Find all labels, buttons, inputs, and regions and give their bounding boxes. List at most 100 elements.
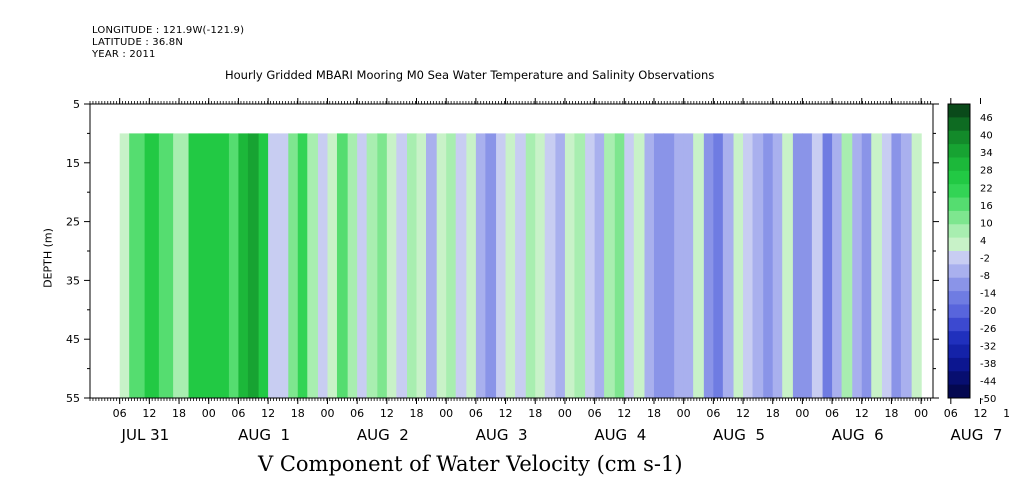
colorbar-label: 4 bbox=[980, 236, 986, 247]
heatmap-cell bbox=[446, 133, 457, 398]
x-day-label: AUG 7 bbox=[951, 426, 1003, 444]
colorbar-label: 10 bbox=[980, 218, 993, 229]
colorbar-label: -32 bbox=[980, 341, 996, 352]
heatmap-cell bbox=[129, 133, 146, 398]
heatmap-cell bbox=[852, 133, 863, 398]
colorbar-label: -26 bbox=[980, 324, 996, 335]
x-day-label: JUL 31 bbox=[121, 426, 170, 444]
heatmap-cell bbox=[466, 133, 477, 398]
heatmap-cell bbox=[585, 133, 596, 398]
heatmap-cell bbox=[891, 133, 902, 398]
colorbar-swatch bbox=[948, 224, 970, 239]
heatmap-cell bbox=[911, 133, 922, 398]
colorbar-swatch bbox=[948, 384, 970, 399]
x-hour-label: 18 bbox=[647, 407, 661, 420]
colorbar-label: -38 bbox=[980, 359, 996, 370]
heatmap-cell bbox=[396, 133, 408, 398]
colorbar-label: 46 bbox=[980, 113, 993, 124]
colorbar-swatch bbox=[948, 197, 970, 212]
heatmap-cell bbox=[407, 133, 418, 398]
x-hour-label: 12 bbox=[499, 407, 513, 420]
x-hour-label: 06 bbox=[469, 407, 483, 420]
x-hour-label: 06 bbox=[825, 407, 839, 420]
colorbar-label: -8 bbox=[980, 271, 990, 282]
heatmap-cell bbox=[881, 133, 893, 398]
colorbar-frame bbox=[947, 103, 971, 399]
x-day-label: AUG 2 bbox=[357, 426, 409, 444]
colorbar-label: -50 bbox=[980, 394, 996, 405]
y-axis-label: DEPTH (m) bbox=[41, 228, 55, 288]
x-day-label: AUG 3 bbox=[476, 426, 528, 444]
chart-title: Hourly Gridded MBARI Mooring M0 Sea Wate… bbox=[225, 68, 715, 82]
colorbar-swatch bbox=[948, 157, 970, 172]
heatmap-cell bbox=[772, 133, 783, 398]
colorbar-swatch bbox=[948, 251, 970, 265]
colorbar-label: 34 bbox=[980, 148, 993, 159]
x-hour-label: 18 bbox=[528, 407, 542, 420]
heatmap-cell bbox=[317, 133, 329, 398]
x-hour-label: 18 bbox=[172, 407, 186, 420]
colorbar-label: -2 bbox=[980, 254, 990, 265]
heatmap-cell bbox=[258, 133, 269, 398]
heatmap-cell bbox=[713, 133, 724, 398]
heatmap-cell bbox=[861, 133, 872, 398]
x-day-label: AUG 5 bbox=[713, 426, 765, 444]
x-hour-label: 00 bbox=[914, 407, 928, 420]
x-hour-label: 06 bbox=[350, 407, 364, 420]
heatmap-cell bbox=[832, 133, 843, 398]
y-tick-label: 55 bbox=[66, 392, 80, 405]
heatmap-cell bbox=[683, 133, 694, 398]
heatmap-cell bbox=[822, 133, 833, 398]
x-hour-label: 12 bbox=[380, 407, 394, 420]
heatmap-cell bbox=[525, 133, 536, 398]
heatmap-cell bbox=[336, 133, 349, 398]
heatmap-cell bbox=[544, 133, 557, 398]
x-hour-label: 12 bbox=[736, 407, 750, 420]
heatmap-cell bbox=[663, 133, 675, 398]
heatmap-cell bbox=[208, 133, 230, 398]
x-hour-label: 18 bbox=[766, 407, 780, 420]
x-axis-label: V Component of Water Velocity (cm s-1) bbox=[258, 452, 683, 476]
heatmap-cell bbox=[288, 133, 299, 398]
colorbar-label: 16 bbox=[980, 201, 993, 212]
x-hour-label: 12 bbox=[142, 407, 156, 420]
x-day-label: AUG 1 bbox=[238, 426, 290, 444]
heatmap-cell bbox=[703, 133, 714, 398]
x-hour-label: 18 bbox=[291, 407, 305, 420]
heatmap-cell bbox=[475, 133, 486, 398]
heatmap-cell bbox=[674, 133, 685, 398]
x-hour-label: 06 bbox=[231, 407, 245, 420]
x-hour-label: 06 bbox=[706, 407, 720, 420]
colorbar-swatch bbox=[948, 371, 970, 386]
heatmap-cell bbox=[743, 133, 754, 398]
colorbar-swatch bbox=[948, 357, 970, 372]
x-hour-label: 12 bbox=[855, 407, 869, 420]
colorbar-swatch bbox=[948, 130, 970, 145]
heatmap-cell bbox=[307, 133, 319, 398]
heatmap-cell bbox=[436, 133, 447, 398]
y-tick-label: 25 bbox=[66, 216, 80, 229]
x-hour-label: 18 bbox=[410, 407, 424, 420]
colorbar-label: -14 bbox=[980, 289, 996, 300]
x-hour-label: 06 bbox=[944, 407, 958, 420]
colorbar-swatch bbox=[948, 277, 970, 292]
heatmap-cell bbox=[426, 133, 438, 398]
y-tick-label: 5 bbox=[73, 98, 80, 111]
heatmap-cell bbox=[644, 133, 655, 398]
heatmap-cell bbox=[485, 133, 497, 398]
colorbar-label: 22 bbox=[980, 183, 993, 194]
heatmap-cell bbox=[377, 133, 388, 398]
colorbar-swatch bbox=[948, 104, 970, 118]
heatmap-cell bbox=[604, 133, 616, 398]
x-hour-label: 12 bbox=[261, 407, 275, 420]
heatmap-cell bbox=[297, 133, 308, 398]
heatmap-cell bbox=[535, 133, 546, 398]
x-hour-label: 18 bbox=[1003, 407, 1009, 420]
heatmap-cell bbox=[515, 133, 527, 398]
colorbar-label: 28 bbox=[980, 166, 993, 177]
colorbar-swatch bbox=[948, 304, 970, 319]
heatmap-cell bbox=[277, 133, 289, 398]
colorbar-swatch bbox=[948, 184, 970, 199]
x-hour-label: 12 bbox=[617, 407, 631, 420]
colorbar-swatch bbox=[948, 237, 970, 252]
